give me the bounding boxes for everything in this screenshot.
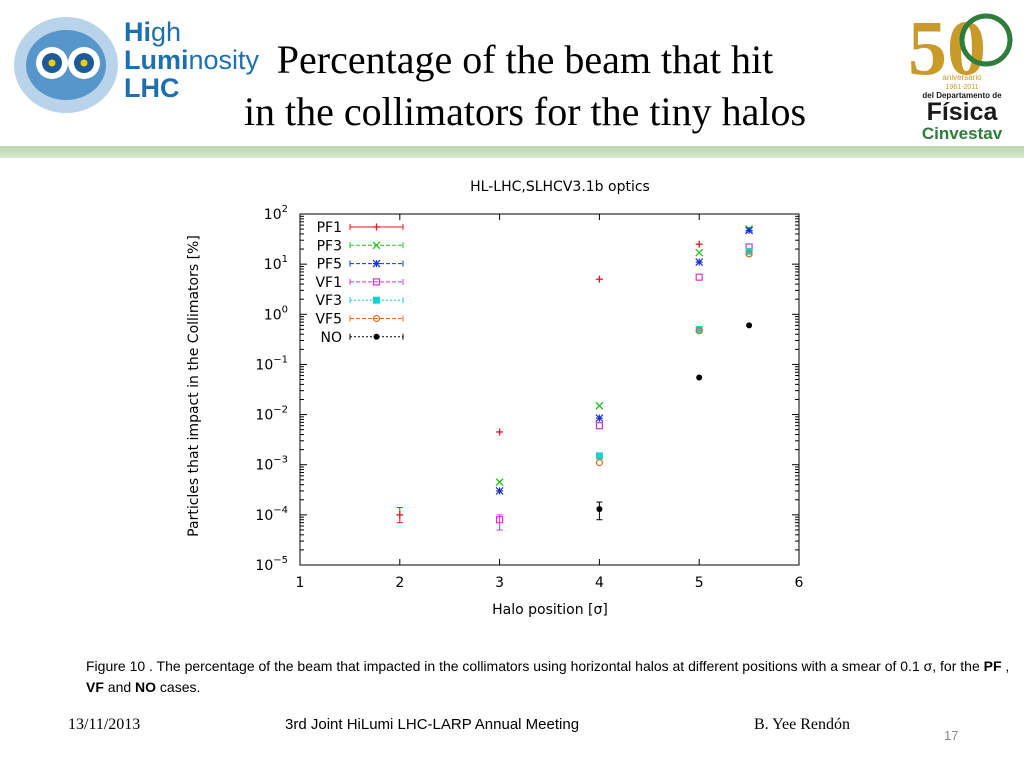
slide-title: Percentage of the beam that hit in the c…	[150, 34, 900, 138]
y-tick-label: 10−1	[255, 354, 288, 373]
series-vf1	[496, 243, 753, 531]
legend-label: PF5	[317, 257, 342, 273]
data-marks	[396, 225, 754, 531]
legend-label: NO	[321, 330, 343, 346]
legend-label: VF1	[315, 275, 342, 291]
data-point	[595, 414, 604, 423]
data-point	[595, 459, 603, 467]
legend-marker	[373, 296, 380, 304]
y-tick-label: 10−2	[255, 405, 288, 424]
hilumi-logo-text: High Luminosity LHC	[124, 18, 259, 102]
legend-marker	[372, 241, 381, 250]
data-point	[595, 422, 603, 430]
legend-marker	[373, 333, 380, 340]
anniversary-text: aniversario	[942, 73, 982, 82]
x-tick-label: 2	[395, 575, 404, 591]
data-point	[696, 374, 703, 381]
legend-label: PF1	[317, 220, 342, 236]
x-axis-label: Halo position [σ]	[492, 602, 608, 618]
data-point	[495, 487, 504, 495]
y-tick-label: 101	[264, 254, 288, 273]
legend-label: VF3	[315, 293, 342, 309]
y-tick-label: 100	[264, 304, 288, 323]
plot-frame	[299, 213, 800, 566]
figure-caption: Figure 10 . The percentage of the beam t…	[86, 656, 1016, 698]
footer-date: 13/11/2013	[68, 716, 141, 733]
y-tick-label: 10−4	[255, 505, 288, 524]
header-divider	[0, 146, 1024, 158]
data-point	[745, 226, 754, 235]
data-point	[695, 327, 703, 335]
legend-marker	[372, 314, 381, 323]
series-pf1	[396, 240, 703, 524]
department-text: del Departamento de	[922, 91, 1002, 100]
fisica-text: Física	[927, 98, 999, 126]
series-pf5	[495, 226, 754, 495]
data-point	[695, 258, 704, 266]
y-tick-label: 10−5	[255, 555, 288, 574]
series-vf5	[595, 250, 753, 467]
logo-line2-light: nosity	[188, 45, 260, 75]
anniversary-seal-icon	[959, 13, 1013, 67]
legend-marker	[372, 278, 381, 286]
caption-no: NO	[135, 679, 157, 695]
data-point	[596, 506, 603, 513]
data-point	[495, 478, 504, 487]
cinvestav-anniversary-logo: 50 aniversario 1961-2011 del Departament…	[908, 4, 1013, 143]
logo-line1-light: gh	[151, 17, 182, 47]
caption-text: Figure 10 . The percentage of the beam t…	[86, 658, 984, 674]
anniversary-years: 1961-2011	[946, 84, 979, 91]
chart-title: HL-LHC,SLHCV3.1b optics	[470, 179, 650, 195]
caption-pf: PF	[983, 658, 1002, 674]
data-point	[745, 250, 753, 258]
caption-separator: ,	[1001, 658, 1010, 674]
data-point	[695, 273, 703, 281]
x-tick-label: 3	[495, 575, 504, 591]
data-point	[595, 452, 603, 460]
y-tick-label: 102	[264, 204, 288, 223]
hilumi-logo-icon	[14, 17, 118, 113]
y-axis-label: Particles that impact in the Collimators…	[186, 235, 202, 537]
caption-vf: VF	[86, 679, 104, 695]
legend-label: PF3	[317, 238, 342, 254]
legend: PF1 PF3 PF5 VF1 VF3 VF5 NO	[315, 220, 404, 346]
logo-line2-bold: Lumi	[124, 45, 189, 75]
footer-author: B. Yee Rendón	[754, 716, 851, 733]
data-point	[595, 401, 604, 410]
series-vf3	[595, 247, 753, 460]
caption-and: and	[103, 679, 136, 695]
x-tick-label: 4	[595, 575, 604, 591]
data-point	[695, 248, 704, 257]
caption-suffix: cases.	[156, 679, 201, 695]
logo-line3: LHC	[124, 73, 180, 103]
footer-meeting: 3rd Joint HiLumi LHC-LARP Annual Meeting	[285, 716, 580, 733]
page-number: 17	[944, 728, 959, 743]
title-line1: Percentage of the beam that hit	[276, 37, 774, 82]
series-pf3	[495, 225, 754, 487]
x-tick-label: 6	[795, 575, 804, 591]
legend-marker	[372, 259, 381, 268]
halo-impact-chart: HL-LHC,SLHCV3.1b optics Halo position [σ…	[186, 179, 804, 618]
data-point	[496, 516, 504, 524]
x-tick-label: 5	[695, 575, 704, 591]
x-tick-label: 1	[296, 575, 305, 591]
cinvestav-text: Cinvestav	[922, 124, 1003, 143]
logo-line1-bold: Hi	[124, 17, 151, 47]
hilumi-logo	[8, 8, 272, 118]
data-point	[746, 322, 753, 329]
y-tick-label: 10−3	[255, 455, 288, 474]
title-line2: in the collimators for the tiny halos	[243, 89, 807, 134]
legend-label: VF5	[315, 312, 342, 328]
series-no	[596, 322, 753, 521]
